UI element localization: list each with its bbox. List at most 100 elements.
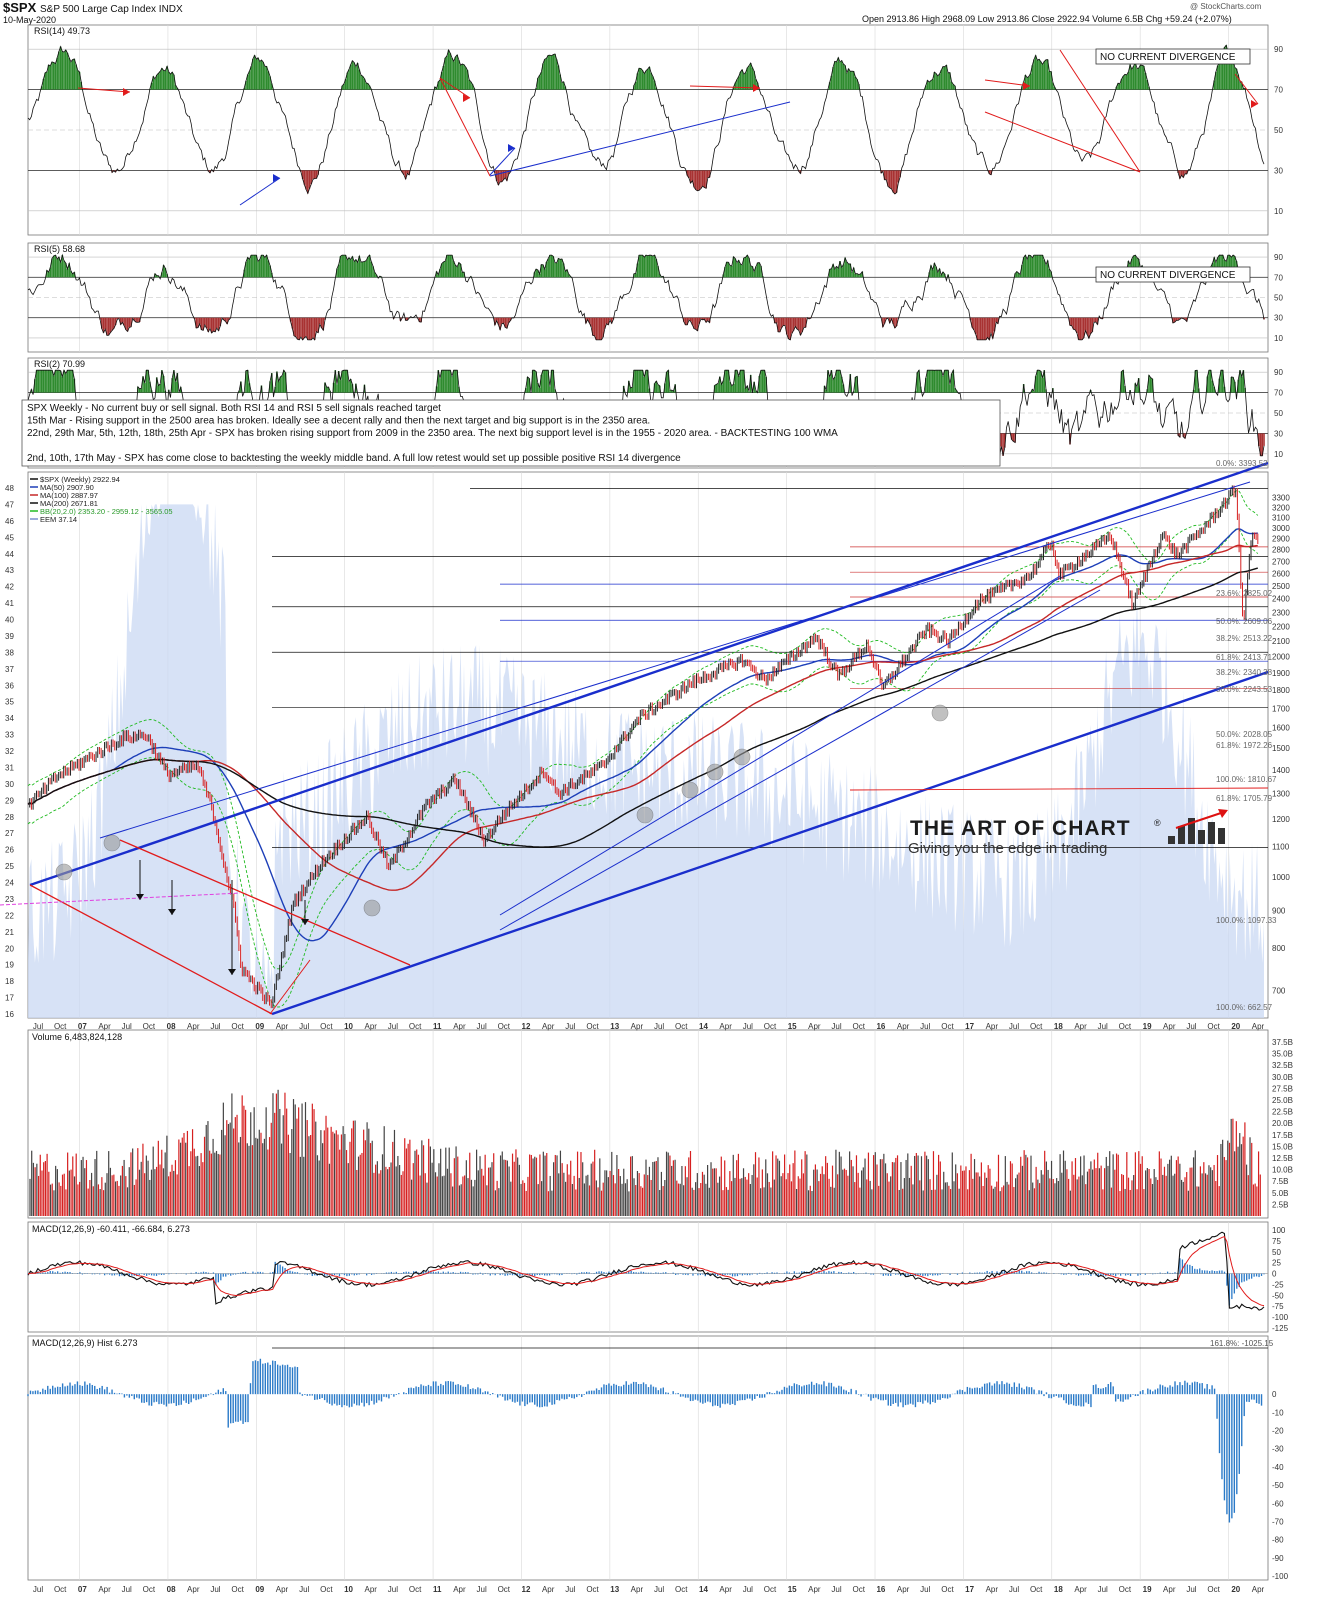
x-tick-label: 07 bbox=[78, 1585, 87, 1594]
volume-axis-label: 7.5B bbox=[1272, 1177, 1288, 1186]
fib-level-label: 23.6%: 2825.02 bbox=[1216, 589, 1273, 598]
eem-axis-label: 25 bbox=[5, 862, 14, 871]
price-axis-label: 2400 bbox=[1272, 595, 1290, 604]
panel-frame-macd bbox=[27, 1221, 1269, 1333]
fib-level-label: 100.0%: 1097.33 bbox=[1216, 916, 1277, 925]
macd-hist-panel: MACD(12,26,9) Hist 6.273 161.8%: -1025.15… bbox=[27, 1338, 1289, 1581]
x-tick-label: Jul bbox=[920, 1022, 930, 1031]
x-tick-label: Apr bbox=[1252, 1585, 1265, 1594]
price-axis-label: 2600 bbox=[1272, 569, 1290, 578]
eem-axis-label: 41 bbox=[5, 599, 14, 608]
volume-axis-label: 37.5B bbox=[1272, 1038, 1293, 1047]
eem-axis-label: 34 bbox=[5, 714, 14, 723]
legend-entry: BB(20,2.0) 2353.20 - 2959.12 - 3565.05 bbox=[40, 507, 173, 516]
divergence-arrowhead bbox=[123, 88, 130, 96]
price-axis-label: 3000 bbox=[1272, 524, 1290, 533]
macd-hist-axis-label: -40 bbox=[1272, 1463, 1284, 1472]
macd-signal-line bbox=[27, 1235, 1265, 1307]
ma50-line bbox=[27, 528, 1258, 942]
ma200-line bbox=[27, 567, 1258, 848]
eem-axis-label: 24 bbox=[5, 879, 14, 888]
x-tick-label: Oct bbox=[675, 1585, 688, 1594]
x-tick-label: Apr bbox=[542, 1022, 555, 1031]
x-tick-label: Oct bbox=[764, 1022, 777, 1031]
price-axis-label: 2900 bbox=[1272, 535, 1290, 544]
x-tick-label: Jul bbox=[1186, 1585, 1196, 1594]
eem-axis-label: 26 bbox=[5, 846, 14, 855]
divergence-trend-line bbox=[1234, 73, 1259, 105]
logo-bar-icon bbox=[1208, 822, 1215, 844]
x-tick-label: 15 bbox=[788, 1022, 797, 1031]
x-tick-label: Oct bbox=[231, 1585, 244, 1594]
eem-axis-label: 28 bbox=[5, 813, 14, 822]
logo-bar-icon bbox=[1168, 836, 1175, 844]
eem-axis-label: 23 bbox=[5, 895, 14, 904]
logo-bar-icon bbox=[1198, 830, 1205, 844]
trend-line bbox=[269, 959, 311, 1015]
x-tick-label: Oct bbox=[586, 1585, 599, 1594]
legend-entry: $SPX (Weekly) 2922.94 bbox=[40, 475, 120, 484]
rsi-level-label: 10 bbox=[1274, 334, 1283, 343]
x-tick-label: 08 bbox=[167, 1585, 176, 1594]
divergence-arrowhead bbox=[273, 174, 280, 182]
eem-axis-label: 40 bbox=[5, 616, 14, 625]
trend-line bbox=[271, 670, 1269, 1016]
volume-axis-label: 10.0B bbox=[1272, 1166, 1293, 1175]
macd-axis-label: 25 bbox=[1272, 1259, 1281, 1268]
eem-axis-label: 32 bbox=[5, 747, 14, 756]
x-tick-label: 16 bbox=[876, 1022, 885, 1031]
x-tick-label: Oct bbox=[320, 1022, 333, 1031]
macd-hist-axis-label: -70 bbox=[1272, 1517, 1284, 1526]
commentary-frame bbox=[21, 399, 1001, 467]
chart-header: $SPX S&P 500 Large Cap Index INDX10-May-2… bbox=[3, 0, 1262, 25]
rsi-level-label: 30 bbox=[1274, 314, 1283, 323]
price-axis-label: 1700 bbox=[1272, 704, 1290, 713]
x-tick-label: Oct bbox=[941, 1022, 954, 1031]
divergence-trend-line bbox=[984, 79, 1031, 87]
trend-line bbox=[119, 839, 411, 966]
volume-axis-label: 22.5B bbox=[1272, 1108, 1293, 1117]
x-tick-label: Jul bbox=[33, 1585, 43, 1594]
price-axis-label: 2200 bbox=[1272, 622, 1290, 631]
x-tick-label: Oct bbox=[231, 1022, 244, 1031]
ma100-line bbox=[27, 544, 1258, 891]
target-arrowhead bbox=[301, 919, 309, 925]
eem-axis-label: 45 bbox=[5, 533, 14, 542]
fib-level-label: 50.0%: 2028.05 bbox=[1216, 730, 1273, 739]
price-axis-label: 1300 bbox=[1272, 790, 1290, 799]
pattern-marker bbox=[636, 806, 654, 824]
eem-axis-label: 47 bbox=[5, 500, 14, 509]
eem-axis-label: 37 bbox=[5, 665, 14, 674]
eem-axis-label: 35 bbox=[5, 698, 14, 707]
x-tick-label: Oct bbox=[941, 1585, 954, 1594]
macd-axis-label: 50 bbox=[1272, 1248, 1281, 1257]
x-tick-label: Apr bbox=[897, 1585, 910, 1594]
price-axis-label: 2100 bbox=[1272, 637, 1290, 646]
x-tick-label: 10 bbox=[344, 1022, 353, 1031]
x-tick-label: Jul bbox=[33, 1022, 43, 1031]
price-axis-label: 1400 bbox=[1272, 766, 1290, 775]
x-tick-label: Apr bbox=[1074, 1585, 1087, 1594]
eem-axis-label: 29 bbox=[5, 796, 14, 805]
header-quote: Open 2913.86 High 2968.09 Low 2913.86 Cl… bbox=[862, 14, 1232, 24]
x-tick-label: 17 bbox=[965, 1022, 974, 1031]
x-tick-label: Apr bbox=[1252, 1022, 1265, 1031]
x-tick-label: Apr bbox=[365, 1585, 378, 1594]
price-axis-label: 1000 bbox=[1272, 873, 1290, 882]
x-tick-label: Apr bbox=[276, 1022, 289, 1031]
legend-entry: MA(100) 2887.97 bbox=[40, 491, 98, 500]
pattern-marker bbox=[706, 763, 724, 781]
price-axis-label: 2000 bbox=[1272, 653, 1290, 662]
trend-line bbox=[29, 461, 1269, 887]
target-arrowhead bbox=[168, 909, 176, 915]
x-tick-label: Apr bbox=[808, 1585, 821, 1594]
x-tick-label: Oct bbox=[498, 1022, 511, 1031]
x-tick-label: Jul bbox=[831, 1022, 841, 1031]
eem-axis-label: 44 bbox=[5, 550, 14, 559]
macd-axis-label: 75 bbox=[1272, 1237, 1281, 1246]
x-tick-label: Jul bbox=[299, 1585, 309, 1594]
